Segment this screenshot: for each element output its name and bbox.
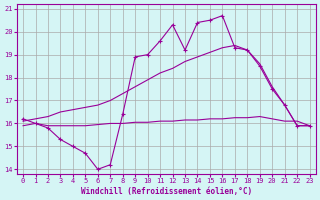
X-axis label: Windchill (Refroidissement éolien,°C): Windchill (Refroidissement éolien,°C)	[81, 187, 252, 196]
